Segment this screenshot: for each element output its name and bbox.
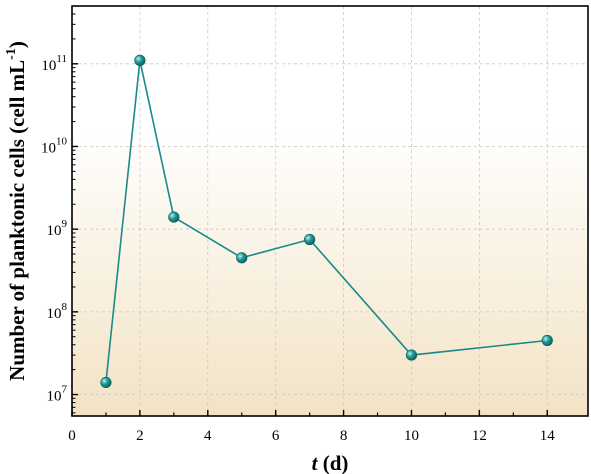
data-point — [100, 376, 112, 389]
y-tick-label: 108 — [47, 301, 68, 322]
x-tick-label: 6 — [272, 428, 280, 444]
y-tick-label: 1011 — [41, 53, 67, 74]
y-axis-title: Number of planktonic cells (cell mL-1) — [4, 41, 29, 381]
data-point — [134, 54, 146, 66]
x-axis-title: t (d) — [312, 451, 349, 474]
x-tick-label: 10 — [404, 428, 419, 444]
y-axis-title-close: ) — [5, 41, 29, 48]
grid — [71, 6, 588, 416]
x-tick-label: 2 — [136, 428, 144, 444]
ticks: 0 2 4 6 8 10 12 14 107 108 109 1010 1011 — [41, 13, 556, 444]
x-axis-variable: t — [312, 451, 319, 474]
y-axis-title-main: Number of planktonic cells (cell mL — [5, 60, 29, 381]
plot-frame — [71, 5, 589, 417]
plot-background — [72, 6, 588, 416]
x-axis-unit: (d) — [317, 451, 348, 474]
series-layer — [100, 54, 553, 389]
y-tick-label: 1010 — [41, 135, 68, 156]
data-point — [304, 233, 316, 246]
y-tick-label: 107 — [47, 384, 68, 405]
x-tick-label: 8 — [340, 428, 348, 444]
y-tick-label: 109 — [47, 218, 68, 239]
x-tick-label: 12 — [472, 428, 487, 444]
data-point — [541, 334, 553, 347]
data-point — [168, 211, 180, 223]
data-point — [405, 349, 418, 361]
x-tick-label: 4 — [204, 428, 212, 444]
x-tick-label: 0 — [68, 428, 76, 444]
x-tick-label: 14 — [540, 428, 556, 444]
data-point — [236, 252, 248, 264]
y-axis-title-sup: -1 — [4, 48, 19, 60]
